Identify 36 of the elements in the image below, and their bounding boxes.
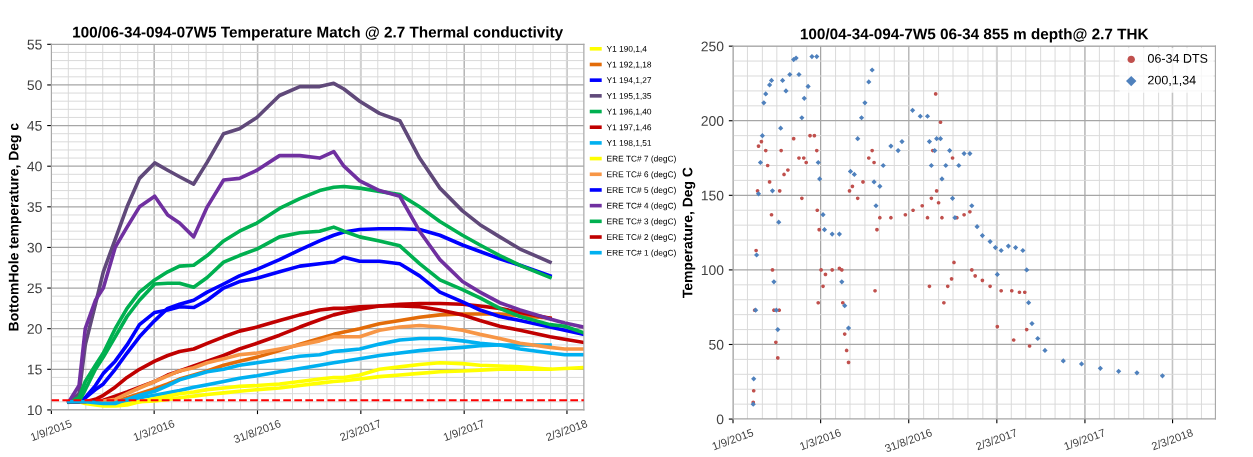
y-tick-label: 30 [27,242,42,253]
legend-label: 200,1,34 [1148,75,1196,86]
y-tick-label: 150 [701,190,724,201]
legend-label: ERE TC# 2 (degC) [607,233,676,242]
legend-label: ERE TC# 1 (degC) [607,249,676,258]
legend-label: Y1 198,1,51 [606,140,652,147]
legend-label: Y1 192,1,18 [606,61,652,69]
y-tick-label: 45 [27,121,42,131]
legend-label: ERE TC# 4 (degC) [607,202,676,211]
y-tick-label: 35 [27,202,42,212]
y-tick-label: 20 [27,324,42,334]
y-tick-label: 40 [27,161,42,172]
legend-label: Y1 190,1,4 [606,45,647,53]
y-tick-label: 10 [27,405,42,416]
y-tick-label: 50 [709,339,724,350]
legend-label: ERE TC# 7 (degC) [607,155,676,164]
y-axis-title: Temperature, Deg C [682,167,696,298]
y-tick-label: 25 [27,283,42,294]
legend-label: Y1 194,1,27 [606,77,652,85]
legend-label: 06-34 DTS [1147,53,1208,63]
y-axis-title: BottomHole temperature, Deg c [8,123,22,331]
legend-label: ERE TC# 3 (degC) [607,218,676,226]
chart-title: 100/06-34-094-07W5 Temperature Match @ 2.7 Thermal conductivity [73,26,564,41]
legend-label: Y1 195,1,35 [606,92,652,100]
legend-label: ERE TC# 6 (degC) [607,171,676,179]
legend-label: Y1 196,1,40 [606,108,652,116]
chart-title: 100/04-34-094-7W5 06-34 855 m depth@ 2.7 THK [800,28,1149,43]
y-tick-label: 100 [701,265,724,276]
legend-label: ERE TC# 5 (degC) [607,186,676,195]
y-tick-label: 250 [701,41,724,52]
legend-label: Y1 197,1,46 [606,124,652,132]
y-tick-label: 0 [716,414,724,425]
y-tick-label: 50 [27,80,42,91]
y-tick-label: 55 [27,39,42,50]
y-tick-label: 200 [701,116,724,126]
y-tick-label: 15 [27,364,42,375]
